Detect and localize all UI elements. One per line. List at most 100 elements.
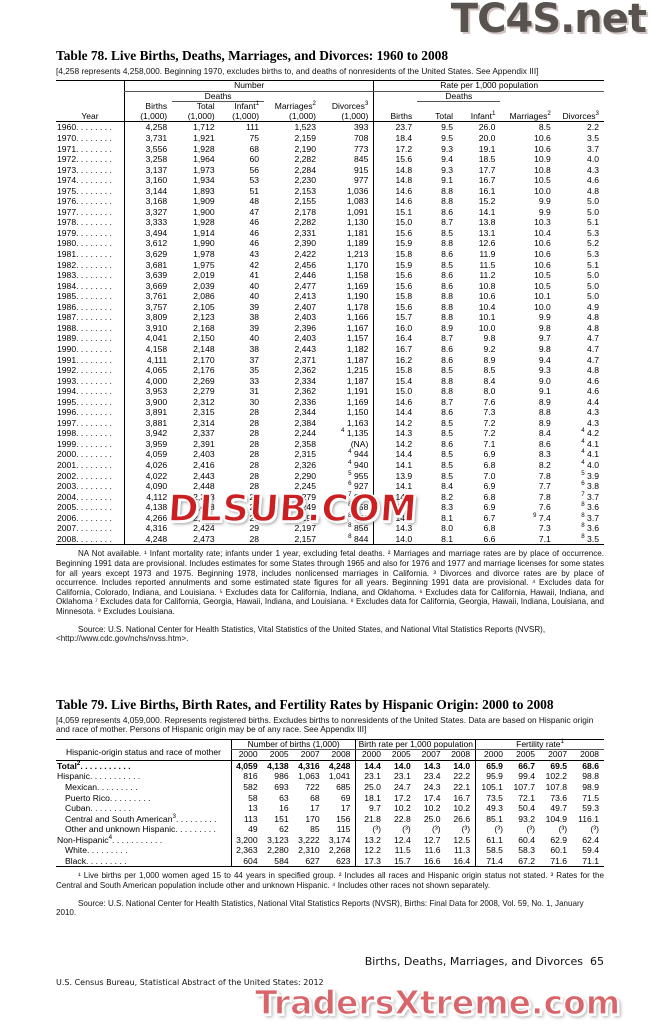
table-row: 1997. . . . . . . . 3,881 2,314 28 2,384 1,16… — [56, 417, 604, 429]
th-births-rate: Births — [373, 101, 418, 122]
cell-r_divorces: 4.6 — [587, 175, 599, 186]
cell-r-2007: 23.4 — [423, 771, 441, 782]
cell-r_infant: 16.1 — [478, 185, 496, 196]
cell-r_marriages: 10.5 — [534, 175, 551, 186]
cell-deaths_infant: 48 — [249, 196, 260, 207]
cell-r_divorces: 5.3 — [587, 227, 599, 238]
cell-r_marriages: 10.1 — [534, 291, 551, 302]
cell-r_births: 14.8 — [373, 164, 418, 176]
cell-r-2000: 9.7 — [355, 803, 386, 814]
th79-year-2000-g0: 2000 — [230, 750, 263, 761]
cell-n-2008: 685 — [336, 781, 351, 792]
cell-r_births: 18.4 — [373, 133, 418, 144]
cell-r-2008: 16.4 — [445, 855, 476, 868]
cell-r_total: 8.5 — [441, 459, 454, 470]
cell-deaths_total: 1,928 — [193, 143, 215, 154]
cell-marriages: 2,407 — [294, 301, 316, 312]
cell-deaths_infant: 38 — [249, 312, 260, 323]
cell-r_marriages: 7.8 — [538, 470, 551, 481]
cell-r_infant: 6.9 — [483, 449, 496, 460]
th79-year-2005-g2: 2005 — [516, 749, 536, 760]
th-total-rate-label: Total — [435, 110, 454, 121]
cell-deaths_total: 1,900 — [193, 206, 215, 217]
row-year: 1996. . . . . . . . — [57, 407, 112, 418]
table-row: Black . . . . . . . . . 604 584 627 623 17.3… — [56, 855, 604, 868]
cell-r_total: 8.8 — [441, 375, 454, 386]
cell-divorces: 1,181 — [346, 227, 369, 238]
cell-r_divorces: 4 4.1 — [581, 438, 599, 449]
table-row: 1995. . . . . . . . 3,900 2,312 30 2,336 1,16… — [56, 396, 604, 408]
cell-deaths_infant: 40 — [249, 333, 260, 344]
cell-deaths_infant: 28 — [249, 407, 260, 418]
cell-marriages: 2,190 — [294, 143, 316, 154]
table-row: 1981. . . . . . . . 3,629 1,978 43 2,422 1,21… — [56, 249, 604, 260]
cell-r_total: 8.7 — [441, 217, 454, 228]
th79-year-2007-g0: 2007 — [300, 749, 320, 760]
cell-marriages: 2,279 — [294, 491, 316, 502]
cell-deaths_infant: 28 — [249, 481, 260, 492]
row-label: Total2 . . . . . . . . . . . — [56, 759, 232, 772]
cell-n-2005: 4,138 — [262, 759, 294, 772]
cell-f-2005: 67.2 — [507, 855, 541, 868]
cell-n-2008: 17 — [340, 803, 351, 814]
cell-births: 4,248 — [124, 533, 173, 546]
cell-r_births: 14.3 — [373, 512, 418, 524]
cell-divorces: 393 — [320, 121, 374, 134]
cell-births: 4,138 — [124, 502, 173, 513]
row-label: Central and South American3 . . . . . . … — [65, 812, 217, 824]
table-row: 2008. . . . . . . . 4,248 2,473 28 2,157 8 84… — [56, 533, 604, 546]
footnote-marker: 8 — [348, 501, 352, 509]
cell-r_divorces: 5.0 — [587, 196, 599, 207]
cell-r_total: 8.5 — [441, 227, 454, 238]
cell-divorces: 1,158 — [346, 270, 369, 281]
row-label: Black . . . . . . . . . — [56, 855, 232, 868]
row-year: 2002. . . . . . . . — [57, 470, 112, 481]
cell-f-2005: 72.1 — [518, 792, 536, 803]
row-year: 1989. . . . . . . . — [57, 333, 112, 344]
row-year: 1976. . . . . . . . — [57, 196, 112, 207]
table-79-notes-text: ¹ Live births per 1,000 women aged 15 to… — [56, 871, 604, 890]
cell-r_total: 8.7 — [441, 333, 454, 344]
footnote-marker: 8 — [348, 522, 352, 530]
cell-r_infant: 9.2 — [483, 343, 496, 354]
table-78-header: Year Number Rate per 1,000 population De… — [56, 80, 604, 122]
cell-f-2000: 49.3 — [475, 803, 508, 814]
cell-births: 4,041 — [124, 333, 173, 344]
cell-marriages: 2,153 — [294, 185, 316, 196]
table-row: 1974. . . . . . . . 3,160 1,934 53 2,230 977 1… — [56, 175, 604, 186]
cell-births: 4,090 — [124, 481, 173, 492]
cell-r_births: 16.0 — [373, 322, 418, 334]
footnote-marker: 9 — [533, 511, 537, 519]
cell-deaths_infant: 75 — [249, 133, 260, 144]
footnote-marker: 4 — [581, 459, 585, 467]
cell-f-2007: 104.9 — [545, 813, 568, 824]
cell-r_divorces: 5 3.9 — [581, 469, 599, 481]
cell-f-2007: 49.7 — [550, 803, 568, 814]
table-row: 1973. . . . . . . . 3,137 1,973 56 2,284 915 1… — [56, 164, 604, 176]
cell-deaths_total: 2,448 — [193, 481, 215, 492]
th-spacer-5 — [500, 91, 555, 102]
table-79-notes: ¹ Live births per 1,000 women aged 15 to… — [56, 871, 604, 890]
cell-r_divorces: 4.7 — [587, 333, 599, 344]
cell-r_divorces: 4.9 — [587, 301, 599, 312]
cell-n-2000: 49 — [230, 824, 263, 835]
cell-r_total: 9.3 — [441, 164, 454, 175]
cell-n-2000: 4,059 — [230, 759, 263, 772]
th-divorces-rate: Divorces3 — [562, 110, 599, 121]
cell-r_infant: 6.8 — [483, 459, 496, 470]
cell-divorces: 8 872 — [348, 511, 369, 523]
cell-r_divorces: 8 3.5 — [555, 533, 604, 546]
cell-marriages: 2,336 — [294, 396, 316, 407]
cell-births: 3,494 — [124, 227, 173, 239]
cell-births: 3,327 — [124, 206, 173, 218]
cell-r_births: 14.6 — [373, 396, 418, 408]
cell-r-2000: 25.0 — [355, 781, 386, 793]
row-label: Hispanic . . . . . . . . . . . — [57, 771, 141, 782]
cell-r_marriages: 9.8 — [538, 322, 551, 333]
cell-divorces: 8 844 — [320, 533, 374, 546]
cell-r_divorces: 4.8 — [587, 322, 599, 333]
row-year: 1974. . . . . . . . — [57, 175, 112, 186]
th-spacer-6 — [556, 91, 604, 102]
row-year: 1983. . . . . . . . — [57, 270, 112, 281]
cell-f-2000: (³) — [475, 824, 508, 835]
